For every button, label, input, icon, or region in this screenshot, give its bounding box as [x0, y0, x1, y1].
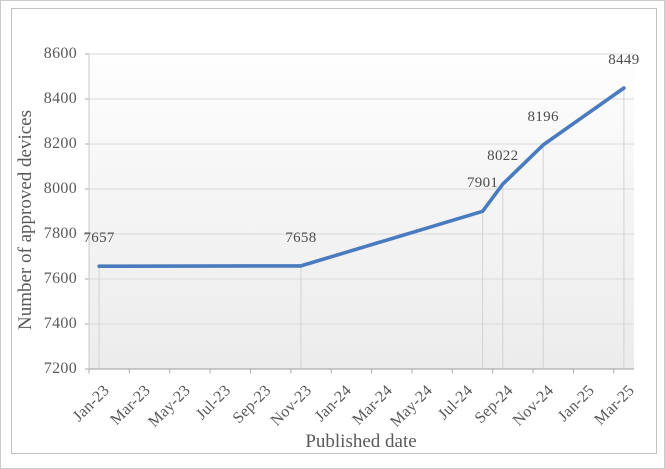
- x-axis-title: Published date: [305, 431, 417, 452]
- y-tick-label-8400: 8400: [43, 90, 77, 107]
- data-label-8196: 8196: [527, 108, 559, 125]
- data-label-7901: 7901: [467, 175, 499, 192]
- y-tick-label-8000: 8000: [43, 180, 77, 197]
- y-tick-label-8200: 8200: [43, 135, 77, 152]
- data-label-7658: 7658: [285, 229, 317, 246]
- data-label-8449: 8449: [608, 51, 640, 68]
- y-tick-label-7800: 7800: [43, 225, 77, 242]
- y-tick-label-7200: 7200: [43, 360, 77, 377]
- y-tick-label-7600: 7600: [43, 270, 77, 287]
- series-line: [97, 86, 626, 269]
- data-label-7657: 7657: [83, 230, 115, 247]
- y-tick-label-8600: 8600: [43, 45, 77, 62]
- y-axis-title: Number of approved devices: [15, 109, 36, 331]
- y-tick-label-7400: 7400: [43, 315, 77, 332]
- data-label-8022: 8022: [487, 148, 519, 165]
